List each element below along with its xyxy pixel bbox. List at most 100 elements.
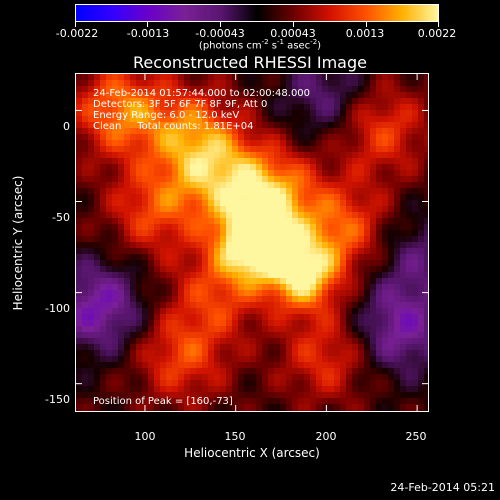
detectors-annotation: Detectors: 3F 5F 6F 7F 8F 9F, Att 0 — [93, 99, 268, 110]
heatmap-cell — [190, 116, 197, 123]
heatmap-cell — [286, 260, 293, 267]
heatmap-cell — [178, 326, 185, 333]
heatmap-cell — [274, 356, 281, 363]
heatmap-cell — [190, 176, 197, 183]
heatmap-cell — [154, 386, 161, 393]
heatmap-cell — [250, 344, 257, 351]
heatmap-cell — [412, 248, 419, 255]
heatmap-cell — [298, 320, 305, 327]
heatmap-cell — [76, 206, 83, 213]
heatmap-cell — [400, 386, 407, 393]
heatmap-cell — [148, 380, 155, 387]
heatmap-cell — [112, 386, 119, 393]
heatmap-cell — [208, 356, 215, 363]
heatmap-cell — [316, 374, 323, 381]
heatmap-cell — [130, 248, 137, 255]
heatmap-cell — [166, 332, 173, 339]
heatmap-cell — [76, 104, 83, 111]
heatmap-cell — [310, 272, 317, 279]
heatmap-cell — [346, 356, 353, 363]
heatmap-cell — [232, 362, 239, 369]
heatmap-cell — [118, 308, 125, 315]
heatmap-cell — [172, 110, 179, 117]
heatmap-cell — [388, 254, 395, 261]
heatmap-cell — [124, 338, 131, 345]
heatmap-cell — [280, 188, 287, 195]
heatmap-cell — [268, 284, 275, 291]
heatmap-cell — [388, 410, 395, 411]
heatmap-cell — [328, 182, 335, 189]
heatmap-cell — [88, 110, 95, 117]
heatmap-cell — [166, 350, 173, 357]
heatmap-cell — [322, 218, 329, 225]
heatmap-cell — [358, 308, 365, 315]
heatmap-cell — [220, 320, 227, 327]
heatmap-cell — [328, 194, 335, 201]
heatmap-cell — [322, 164, 329, 171]
heatmap-cell — [142, 266, 149, 273]
heatmap-cell — [88, 350, 95, 357]
heatmap-cell — [268, 122, 275, 129]
heatmap-cell — [382, 92, 389, 99]
heatmap-cell — [136, 308, 143, 315]
heatmap-cell — [340, 320, 347, 327]
heatmap-cell — [130, 320, 137, 327]
heatmap-cell — [346, 224, 353, 231]
heatmap-cell — [418, 134, 425, 141]
heatmap-cell — [208, 194, 215, 201]
heatmap-cell — [406, 284, 413, 291]
heatmap-cell — [328, 188, 335, 195]
heatmap-cell — [382, 350, 389, 357]
heatmap-cell — [154, 356, 161, 363]
heatmap-cell — [178, 254, 185, 261]
heatmap-cell — [298, 170, 305, 177]
heatmap-cell — [178, 386, 185, 393]
heatmap-cell — [292, 80, 299, 87]
heatmap-cell — [76, 116, 83, 123]
heatmap-cell — [130, 116, 137, 123]
heatmap-cell — [370, 254, 377, 261]
heatmap-cell — [130, 86, 137, 93]
heatmap-cell — [106, 350, 113, 357]
heatmap-cell — [382, 164, 389, 171]
heatmap-cell — [286, 266, 293, 273]
heatmap-cell — [154, 182, 161, 189]
heatmap-cell — [238, 218, 245, 225]
heatmap-cell — [304, 356, 311, 363]
heatmap-cell — [400, 152, 407, 159]
heatmap-cell — [124, 290, 131, 297]
heatmap-cell — [130, 392, 137, 399]
heatmap-cell — [316, 134, 323, 141]
heatmap-cell — [400, 224, 407, 231]
heatmap-cell — [202, 386, 209, 393]
heatmap-cell — [160, 392, 167, 399]
heatmap-cell — [268, 296, 275, 303]
heatmap-cell — [208, 368, 215, 375]
heatmap-cell — [166, 86, 173, 93]
heatmap-cell — [310, 248, 317, 255]
heatmap-cell — [382, 116, 389, 123]
heatmap-cell — [286, 116, 293, 123]
heatmap-cell — [178, 74, 185, 81]
heatmap-cell — [292, 350, 299, 357]
heatmap-cell — [418, 176, 425, 183]
colorbar-tick-label: 0.0013 — [345, 27, 385, 40]
heatmap-cell — [274, 146, 281, 153]
heatmap-cell — [286, 386, 293, 393]
heatmap-cell — [76, 98, 83, 105]
y-tick-label: 0 — [63, 120, 70, 133]
heatmap-cell — [274, 200, 281, 207]
heatmap-cell — [142, 248, 149, 255]
heatmap-cell — [172, 308, 179, 315]
heatmap-cell — [358, 398, 365, 405]
heatmap-cell — [394, 254, 401, 261]
heatmap-cell — [238, 344, 245, 351]
heatmap-cell — [280, 110, 287, 117]
heatmap-cell — [292, 194, 299, 201]
heatmap-cell — [100, 302, 107, 309]
heatmap-cell — [346, 164, 353, 171]
heatmap-cell — [160, 200, 167, 207]
heatmap-cell — [370, 152, 377, 159]
heatmap-cell — [286, 368, 293, 375]
heatmap-cell — [184, 158, 191, 165]
